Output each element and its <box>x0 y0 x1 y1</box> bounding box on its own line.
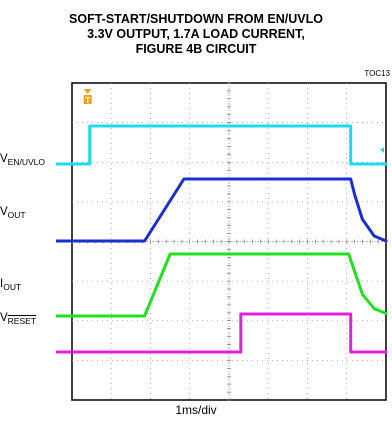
x-axis-label: 1ms/div <box>175 403 217 417</box>
chart-title-line-2: 3.3V OUTPUT, 1.7A LOAD CURRENT, <box>87 27 305 41</box>
figure-id: TOC13 <box>364 69 390 78</box>
channel-label-en: VEN/UVLO <box>0 153 45 167</box>
chart-title-line-1: SOFT-START/SHUTDOWN FROM EN/UVLO <box>69 12 323 26</box>
level-marker-icon <box>380 147 384 153</box>
channel-label-reset: VRESET <box>0 312 37 326</box>
channel-label-iout: IOUT <box>0 278 22 292</box>
trace-vout <box>70 177 388 243</box>
channel-label-vout: VOUT <box>0 206 26 220</box>
chart-title-line-3: FIGURE 4B CIRCUIT <box>135 42 257 56</box>
trace-iout <box>70 252 388 318</box>
trace-en-uvlo <box>70 124 388 166</box>
trigger-marker-label: T <box>85 96 90 105</box>
trigger-marker-box <box>83 95 92 104</box>
trace-reset <box>70 312 388 354</box>
trigger-marker-icon <box>83 89 92 94</box>
